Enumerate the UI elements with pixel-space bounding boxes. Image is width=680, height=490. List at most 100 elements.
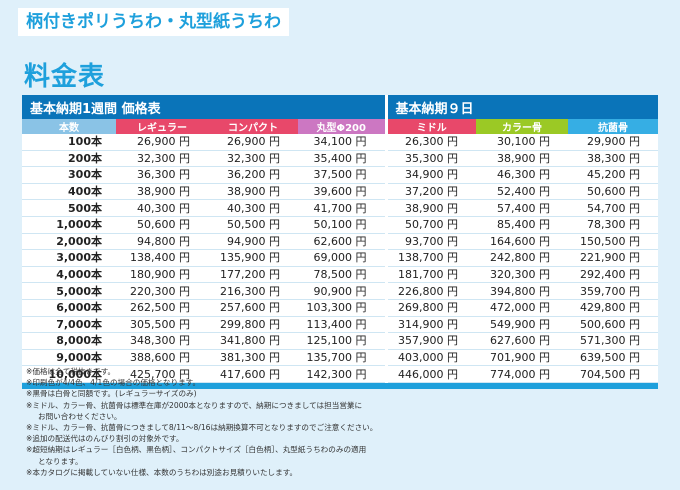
price-cell: 150,500 円 [568, 233, 659, 251]
quantity-cell: 4,000本 [22, 266, 116, 284]
quantity-cell: 300本 [22, 166, 116, 184]
column-header-antibacterial: 抗菌骨 [568, 119, 659, 134]
price-cell: 37,200 円 [384, 183, 477, 201]
table-row: 6,000本 262,500 円 257,600 円 103,300 円 269,800… [22, 299, 659, 317]
note-item: お問い合わせください。 [38, 411, 122, 421]
price-cell: 38,900 円 [476, 150, 569, 168]
price-cell: 37,500 円 [298, 166, 387, 184]
price-cell: 39,600 円 [298, 183, 387, 201]
quantity-cell: 200本 [22, 150, 116, 168]
column-header-color-frame: カラー骨 [476, 119, 569, 134]
note-item: ※ミドル、カラー骨、抗菌骨につきまして8/11〜8/16は納期換算不可となります… [26, 423, 378, 433]
price-cell: 50,100 円 [298, 216, 387, 234]
price-cell: 627,600 円 [476, 332, 569, 350]
price-cell: 262,500 円 [116, 299, 208, 317]
price-cell: 388,600 円 [116, 349, 208, 367]
price-cell: 549,900 円 [476, 316, 569, 334]
price-cell: 50,600 円 [568, 183, 659, 201]
price-cell: 50,600 円 [116, 216, 208, 234]
price-cell: 38,900 円 [384, 199, 477, 217]
price-cell: 26,900 円 [208, 134, 298, 151]
price-cell: 774,000 円 [476, 365, 569, 383]
column-header-compact: コンパクト [208, 119, 298, 134]
quantity-cell: 8,000本 [22, 332, 116, 350]
price-cell: 41,700 円 [298, 199, 387, 217]
column-header-round: 丸型Φ200 [298, 119, 387, 134]
price-cell: 45,200 円 [568, 166, 659, 184]
product-title: 柄付きポリうちわ・丸型紙うちわ [18, 8, 289, 36]
table-row: 1,000本 50,600 円 50,500 円 50,100 円 50,700 円 85… [22, 216, 659, 234]
price-cell: 135,700 円 [298, 349, 387, 367]
price-cell: 40,300 円 [208, 199, 298, 217]
quantity-cell: 500本 [22, 199, 116, 217]
quantity-cell: 2,000本 [22, 233, 116, 251]
price-cell: 135,900 円 [208, 249, 298, 267]
note-item: ※価格は全て税抜きです。 [26, 367, 116, 376]
quantity-cell: 7,000本 [22, 316, 116, 334]
price-cell: 36,200 円 [208, 166, 298, 184]
price-cell: 30,100 円 [476, 134, 569, 151]
price-cell: 85,400 円 [476, 216, 569, 234]
price-cell: 138,700 円 [384, 249, 477, 267]
note-item: ※黒骨は白骨と同額です。(レギュラーサイズのみ) [26, 389, 197, 399]
price-cell: 78,500 円 [298, 266, 387, 284]
column-header-middle: ミドル [384, 119, 477, 134]
quantity-cell: 9,000本 [22, 349, 116, 367]
price-cell: 242,800 円 [476, 249, 569, 267]
price-cell: 164,600 円 [476, 233, 569, 251]
price-cell: 177,200 円 [208, 266, 298, 284]
price-cell: 221,900 円 [568, 249, 659, 267]
note-item: ※追加の配送代はのんびり割引の対象外です。 [26, 434, 184, 444]
price-cell: 57,400 円 [476, 199, 569, 217]
price-cell: 50,500 円 [208, 216, 298, 234]
price-cell: 32,300 円 [116, 150, 208, 168]
price-cell: 292,400 円 [568, 266, 659, 284]
price-cell: 90,900 円 [298, 282, 387, 300]
note-item: となります。 [38, 456, 83, 466]
price-cell: 32,300 円 [208, 150, 298, 168]
price-cell: 500,600 円 [568, 316, 659, 334]
table-row: 9,000本 388,600 円 381,300 円 135,700 円 403,000… [22, 349, 659, 367]
price-cell: 348,300 円 [116, 332, 208, 350]
price-cell: 142,300 円 [298, 365, 387, 383]
price-cell: 138,400 円 [116, 249, 208, 267]
quantity-cell: 1,000本 [22, 216, 116, 234]
table-row: 4,000本 180,900 円 177,200 円 78,500 円 181,700 … [22, 266, 659, 284]
table-row: 300本 36,300 円 36,200 円 37,500 円 34,900 円 46,3… [22, 166, 659, 184]
column-header-regular: レギュラー [116, 119, 208, 134]
column-header-quantity: 本数 [22, 119, 116, 134]
price-cell: 62,600 円 [298, 233, 387, 251]
table-row: 100本 26,900 円 26,900 円 34,100 円 26,300 円 30,1… [22, 134, 659, 151]
price-cell: 94,800 円 [116, 233, 208, 251]
price-cell: 29,900 円 [568, 134, 659, 151]
price-cell: 257,600 円 [208, 299, 298, 317]
group-header-1week: 基本納期1週間 価格表 [22, 95, 387, 119]
price-cell: 103,300 円 [298, 299, 387, 317]
price-cell: 269,800 円 [384, 299, 477, 317]
price-cell: 417,600 円 [208, 365, 298, 383]
price-cell: 78,300 円 [568, 216, 659, 234]
table-row: 5,000本 220,300 円 216,300 円 90,900 円 226,800 … [22, 282, 659, 300]
price-cell: 320,300 円 [476, 266, 569, 284]
price-cell: 305,500 円 [116, 316, 208, 334]
price-cell: 52,400 円 [476, 183, 569, 201]
price-cell: 472,000 円 [476, 299, 569, 317]
group-header-9days: 基本納期９日 [384, 95, 659, 119]
price-cell: 35,300 円 [384, 150, 477, 168]
price-cell: 226,800 円 [384, 282, 477, 300]
price-cell: 38,300 円 [568, 150, 659, 168]
price-cell: 46,300 円 [476, 166, 569, 184]
price-cell: 38,900 円 [208, 183, 298, 201]
price-cell: 341,800 円 [208, 332, 298, 350]
price-list-heading: 料金表 [24, 62, 106, 92]
table-row: 10,000本 425,700 円 417,600 円 142,300 円 446,00… [22, 365, 659, 383]
price-cell: 50,700 円 [384, 216, 477, 234]
price-cell: 181,700 円 [384, 266, 477, 284]
price-cell: 314,900 円 [384, 316, 477, 334]
note-item: ※本カタログに掲載していない仕様、本数のうちわは別途お見積りいたします。 [26, 467, 298, 477]
price-cell: 34,900 円 [384, 166, 477, 184]
price-cell: 381,300 円 [208, 349, 298, 367]
price-cell: 403,000 円 [384, 349, 477, 367]
price-cell: 357,900 円 [384, 332, 477, 350]
price-cell: 38,900 円 [116, 183, 208, 201]
